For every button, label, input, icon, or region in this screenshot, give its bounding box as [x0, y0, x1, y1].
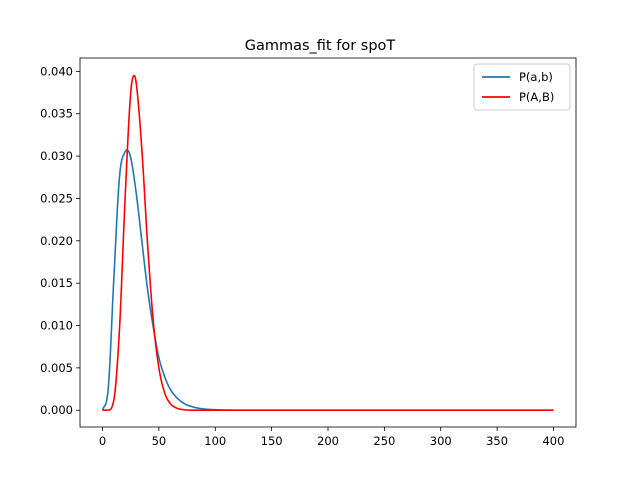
x-tick-label: 150 — [261, 434, 283, 448]
y-tick-label: 0.035 — [40, 107, 73, 121]
legend-box — [473, 63, 571, 111]
legend-label: P(a,b) — [519, 70, 553, 84]
x-tick-label: 200 — [317, 434, 339, 448]
y-tick-label: 0.020 — [40, 234, 73, 248]
x-tick-label: 350 — [486, 434, 508, 448]
chart-title: Gammas_fit for spoT — [245, 38, 396, 54]
x-tick-label: 250 — [373, 434, 395, 448]
x-axis: 0 50 100 150 200 250 300 350 400 — [99, 427, 564, 448]
x-tick-label: 100 — [204, 434, 226, 448]
y-tick-label: 0.005 — [40, 361, 73, 375]
plot-frame — [79, 57, 577, 428]
y-tick-label: 0.010 — [40, 319, 73, 333]
x-tick-label: 0 — [99, 434, 106, 448]
series-line-2 — [102, 74, 554, 412]
x-tick-label: 300 — [430, 434, 452, 448]
y-tick-label: 0.015 — [40, 276, 73, 290]
plot-area — [80, 58, 576, 427]
y-tick-label: 0.030 — [40, 149, 73, 163]
x-tick-label: 400 — [542, 434, 564, 448]
y-tick-label: 0.025 — [40, 191, 73, 205]
y-tick-label: 0.000 — [40, 403, 73, 417]
legend: P(a,b) P(A,B) — [473, 63, 571, 111]
y-tick-label: 0.040 — [40, 64, 73, 78]
y-axis: 0.000 0.005 0.010 0.015 0.020 0.025 0.030 0.035… — [40, 64, 80, 417]
x-tick-label: 50 — [152, 434, 167, 448]
legend-label: P(A,B) — [519, 90, 554, 104]
series-layer — [101, 74, 554, 412]
